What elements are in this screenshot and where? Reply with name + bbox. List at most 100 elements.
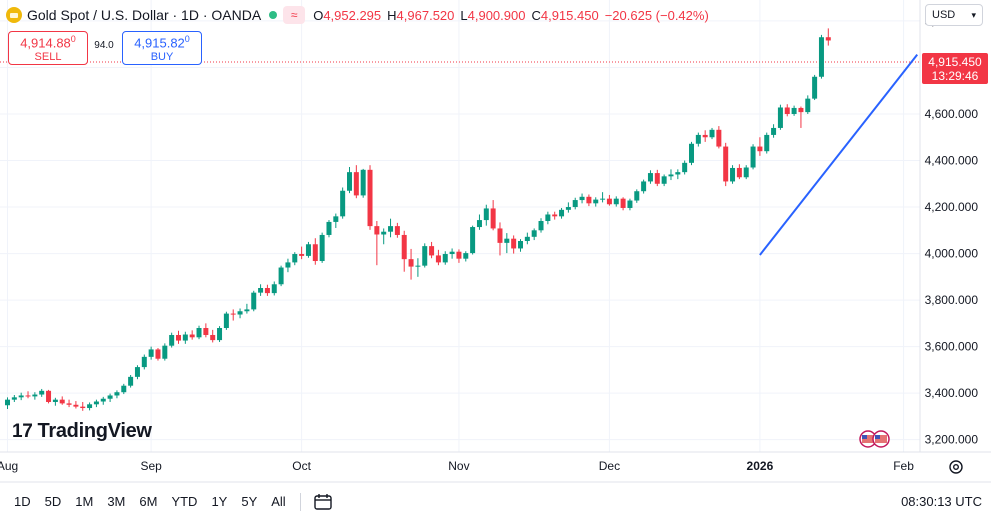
candle[interactable] xyxy=(675,169,681,180)
candle[interactable] xyxy=(73,401,79,409)
candle[interactable] xyxy=(771,124,777,138)
candle[interactable] xyxy=(702,130,708,142)
candle[interactable] xyxy=(695,132,701,147)
range-3m[interactable]: 3M xyxy=(107,494,126,509)
candle[interactable] xyxy=(264,284,270,296)
candle[interactable] xyxy=(463,251,469,262)
range-all[interactable]: All xyxy=(271,494,286,509)
range-6m[interactable]: 6M xyxy=(139,494,158,509)
range-1m[interactable]: 1M xyxy=(75,494,94,509)
candle[interactable] xyxy=(319,232,325,263)
candle[interactable] xyxy=(627,198,633,211)
candle[interactable] xyxy=(764,132,770,154)
candle[interactable] xyxy=(600,192,606,203)
candle[interactable] xyxy=(312,238,318,265)
candle[interactable] xyxy=(347,167,352,194)
candle[interactable] xyxy=(483,204,489,226)
candle[interactable] xyxy=(620,197,626,211)
candle[interactable] xyxy=(791,105,797,116)
candle[interactable] xyxy=(299,246,305,260)
candle[interactable] xyxy=(812,74,818,101)
candle[interactable] xyxy=(305,241,311,258)
candle[interactable] xyxy=(39,388,45,397)
candle[interactable] xyxy=(326,220,332,238)
candle[interactable] xyxy=(148,346,154,360)
utc-clock[interactable]: 08:30:13 UTC xyxy=(901,494,982,509)
currency-dropdown[interactable]: USD ▾ xyxy=(925,4,983,26)
candle[interactable] xyxy=(784,104,790,117)
candle[interactable] xyxy=(818,34,824,79)
candle[interactable] xyxy=(394,222,400,238)
candle[interactable] xyxy=(5,397,10,409)
candle[interactable] xyxy=(141,354,147,370)
candle[interactable] xyxy=(196,325,202,340)
candle[interactable] xyxy=(93,399,99,408)
candle[interactable] xyxy=(258,284,264,296)
range-5y[interactable]: 5Y xyxy=(241,494,258,509)
candle[interactable] xyxy=(538,218,544,233)
candle[interactable] xyxy=(689,141,694,166)
candle[interactable] xyxy=(682,160,688,175)
candle[interactable] xyxy=(805,95,811,114)
candle[interactable] xyxy=(524,232,530,245)
candle[interactable] xyxy=(18,392,24,401)
candle[interactable] xyxy=(476,214,482,230)
range-1d[interactable]: 1D xyxy=(14,494,31,509)
candle[interactable] xyxy=(736,164,742,180)
candle[interactable] xyxy=(59,396,65,405)
sell-button[interactable]: 4,914.880 SELL xyxy=(8,31,88,65)
candle[interactable] xyxy=(730,165,736,184)
candle[interactable] xyxy=(271,281,277,296)
candle[interactable] xyxy=(586,194,592,207)
calendar-goto-icon[interactable] xyxy=(313,493,333,511)
candle[interactable] xyxy=(743,165,749,180)
candle[interactable] xyxy=(559,207,565,219)
candle[interactable] xyxy=(456,249,462,263)
candle[interactable] xyxy=(114,390,120,399)
candle[interactable] xyxy=(757,137,763,156)
candle[interactable] xyxy=(750,144,756,170)
candle[interactable] xyxy=(230,309,236,321)
candle[interactable] xyxy=(25,391,31,399)
range-ytd[interactable]: YTD xyxy=(171,494,198,509)
candle[interactable] xyxy=(217,326,223,342)
candle[interactable] xyxy=(634,189,640,203)
candle[interactable] xyxy=(449,248,455,259)
candle[interactable] xyxy=(552,211,558,220)
candle[interactable] xyxy=(203,323,209,338)
candle[interactable] xyxy=(210,329,216,343)
candle[interactable] xyxy=(11,395,17,402)
candle[interactable] xyxy=(668,169,674,181)
candle[interactable] xyxy=(579,193,585,204)
candle[interactable] xyxy=(162,343,168,361)
candle[interactable] xyxy=(593,197,599,207)
candle[interactable] xyxy=(606,194,612,206)
candle[interactable] xyxy=(825,28,831,46)
candle[interactable] xyxy=(189,330,195,340)
candle[interactable] xyxy=(237,308,243,319)
candle[interactable] xyxy=(155,348,161,361)
candle[interactable] xyxy=(572,197,578,210)
candle[interactable] xyxy=(435,249,441,266)
buy-button[interactable]: 4,915.820 BUY xyxy=(122,31,202,65)
candle[interactable] xyxy=(497,222,503,256)
trendline[interactable] xyxy=(759,54,919,256)
candle[interactable] xyxy=(360,168,366,198)
candle[interactable] xyxy=(46,389,52,404)
candle[interactable] xyxy=(661,174,667,187)
candle[interactable] xyxy=(169,332,175,348)
candle[interactable] xyxy=(278,265,284,287)
range-5d[interactable]: 5D xyxy=(44,494,62,509)
candle[interactable] xyxy=(66,399,72,408)
candle[interactable] xyxy=(381,228,387,245)
candle[interactable] xyxy=(367,165,373,230)
market-status-icon[interactable] xyxy=(269,11,278,19)
candle[interactable] xyxy=(777,104,783,130)
candle[interactable] xyxy=(798,106,804,128)
candle[interactable] xyxy=(107,393,113,402)
candle[interactable] xyxy=(128,374,134,388)
candle[interactable] xyxy=(374,220,380,266)
candle[interactable] xyxy=(716,126,722,149)
candle[interactable] xyxy=(408,248,414,280)
